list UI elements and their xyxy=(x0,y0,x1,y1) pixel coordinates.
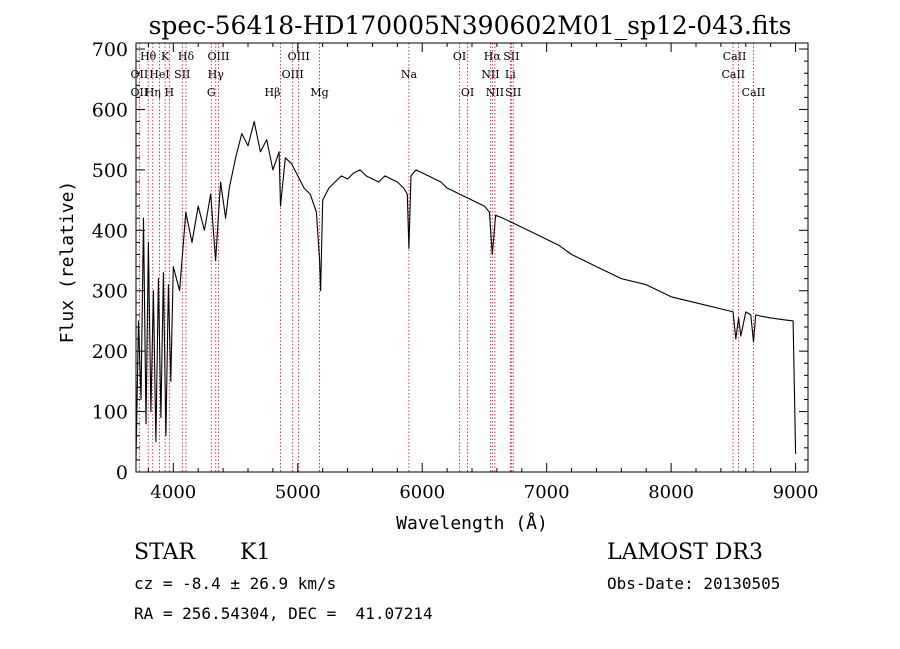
line-label-na: Na xyxy=(401,68,418,81)
line-label-hθ: Hθ xyxy=(140,50,157,63)
line-label-hα: Hα xyxy=(484,50,502,63)
y-tick-label: 700 xyxy=(92,39,128,61)
x-axis-label: Wavelength (Å) xyxy=(396,512,548,534)
line-label-oii: OII xyxy=(131,68,149,81)
line-label-hγ: Hγ xyxy=(208,68,225,81)
line-label-hβ: Hβ xyxy=(265,86,281,99)
y-axis-label: Flux (relative) xyxy=(57,181,78,344)
line-label-g: G xyxy=(207,86,216,99)
y-tick-label: 400 xyxy=(92,220,128,242)
line-label-hei: HeI xyxy=(149,68,169,81)
line-label-sii: SII xyxy=(174,68,190,81)
x-tick-label: 9000 xyxy=(773,482,819,503)
line-label-sii: SII xyxy=(505,86,521,99)
y-tick-label: 300 xyxy=(92,281,128,303)
line-label-oiii: OIII xyxy=(282,68,304,81)
line-label-oi: OI xyxy=(461,86,474,99)
x-tick-label: 8000 xyxy=(648,482,694,503)
y-tick-label: 200 xyxy=(92,341,128,363)
line-label-caii: CaII xyxy=(723,50,747,63)
y-axis-ticks: 0 100 200 300 400 500 600 700 xyxy=(92,39,808,484)
line-marker-labels: OIIOIIHθHηHeIKHSIIHδGHγOIIIHβOIIIOIIIMgN… xyxy=(131,50,766,99)
line-label-oi: OI xyxy=(453,50,466,63)
line-label-oii: OII xyxy=(131,86,149,99)
line-label-mg: Mg xyxy=(310,86,328,99)
y-tick-label: 500 xyxy=(92,160,128,182)
survey-name: LAMOST DR3 xyxy=(607,540,763,565)
object-class: STAR xyxy=(134,540,195,565)
x-axis-ticks: 4000 5000 6000 7000 8000 9000 xyxy=(147,43,819,503)
line-label-oiii: OIII xyxy=(288,50,310,63)
line-markers xyxy=(138,43,754,472)
line-label-hδ: Hδ xyxy=(178,50,195,63)
y-tick-label: 0 xyxy=(116,462,128,484)
line-label-caii: CaII xyxy=(721,68,745,81)
line-label-k: K xyxy=(161,50,170,63)
chart-title: spec-56418-HD170005N390602M01_sp12-043.f… xyxy=(149,11,792,40)
plot-frame xyxy=(135,42,809,473)
x-tick-label: 5000 xyxy=(275,482,321,503)
object-subclass: K1 xyxy=(240,540,271,565)
x-tick-label: 6000 xyxy=(399,482,445,503)
line-label-oiii: OIII xyxy=(207,50,229,63)
x-tick-label: 4000 xyxy=(150,482,196,503)
line-label-sii: SII xyxy=(503,50,519,63)
coordinates: RA = 256.54304, DEC = 41.07214 xyxy=(134,604,433,623)
spectrum-series-line xyxy=(135,120,797,460)
line-label-li: Li xyxy=(505,68,516,81)
line-label-caii: CaII xyxy=(742,86,766,99)
line-label-h: H xyxy=(165,86,175,99)
line-label-nii: NII xyxy=(486,86,504,99)
y-tick-label: 100 xyxy=(92,402,128,424)
y-tick-label: 600 xyxy=(92,99,128,121)
line-label-nii: NII xyxy=(481,68,499,81)
line-label-hη: Hη xyxy=(145,86,161,99)
observation-date: Obs-Date: 20130505 xyxy=(607,574,781,593)
x-tick-label: 7000 xyxy=(524,482,570,503)
redshift-velocity: cz = -8.4 ± 26.9 km/s xyxy=(134,574,337,593)
